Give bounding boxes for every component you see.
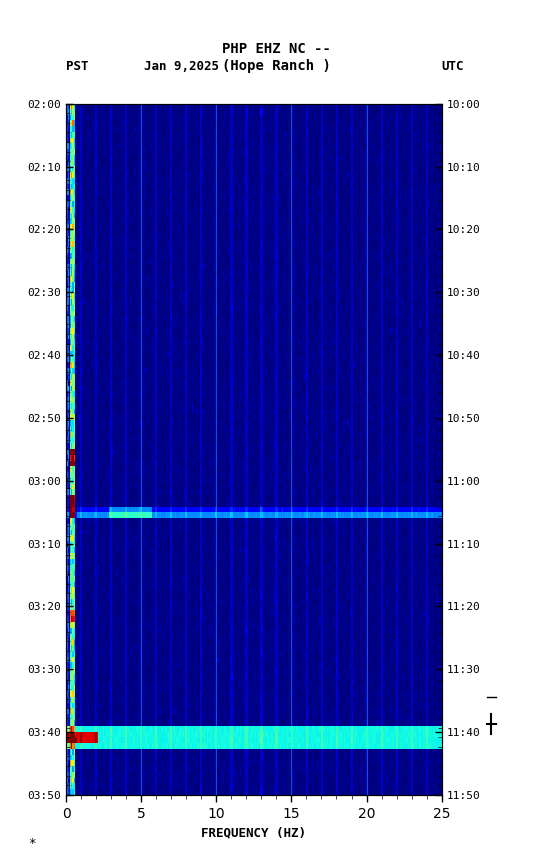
Text: (Hope Ranch ): (Hope Ranch ): [221, 60, 331, 73]
Text: UTC: UTC: [442, 60, 464, 73]
Text: Jan 9,2025: Jan 9,2025: [144, 60, 219, 73]
X-axis label: FREQUENCY (HZ): FREQUENCY (HZ): [201, 826, 306, 839]
Text: PHP EHZ NC --: PHP EHZ NC --: [221, 42, 331, 56]
Text: PST: PST: [66, 60, 89, 73]
Text: *: *: [28, 836, 35, 849]
